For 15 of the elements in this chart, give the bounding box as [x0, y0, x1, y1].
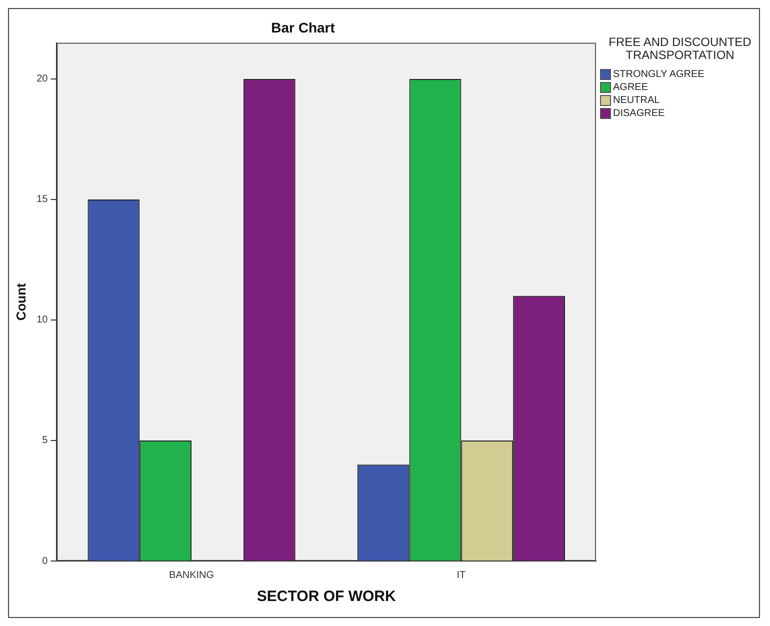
y-axis-title: Count: [13, 282, 28, 321]
chart-title: Bar Chart: [271, 19, 336, 36]
legend-label: DISAGREE: [613, 108, 665, 119]
legend-title: FREE AND DISCOUNTED TRANSPORTATION: [608, 35, 752, 62]
legend-label: STRONGLY AGREE: [613, 69, 704, 80]
x-axis-title: SECTOR OF WORK: [256, 588, 396, 606]
y-tick-label: 0: [42, 556, 48, 567]
x-tick-label: IT: [456, 570, 466, 581]
legend-label: AGREE: [613, 82, 648, 93]
y-tick-label: 5: [42, 435, 48, 446]
y-tick-label: 10: [36, 314, 48, 326]
y-tick-label: 20: [36, 74, 48, 85]
y-tick-label: 15: [36, 194, 48, 206]
legend-label: NEUTRAL: [613, 95, 660, 106]
x-tick-label: BANKING: [169, 570, 214, 581]
